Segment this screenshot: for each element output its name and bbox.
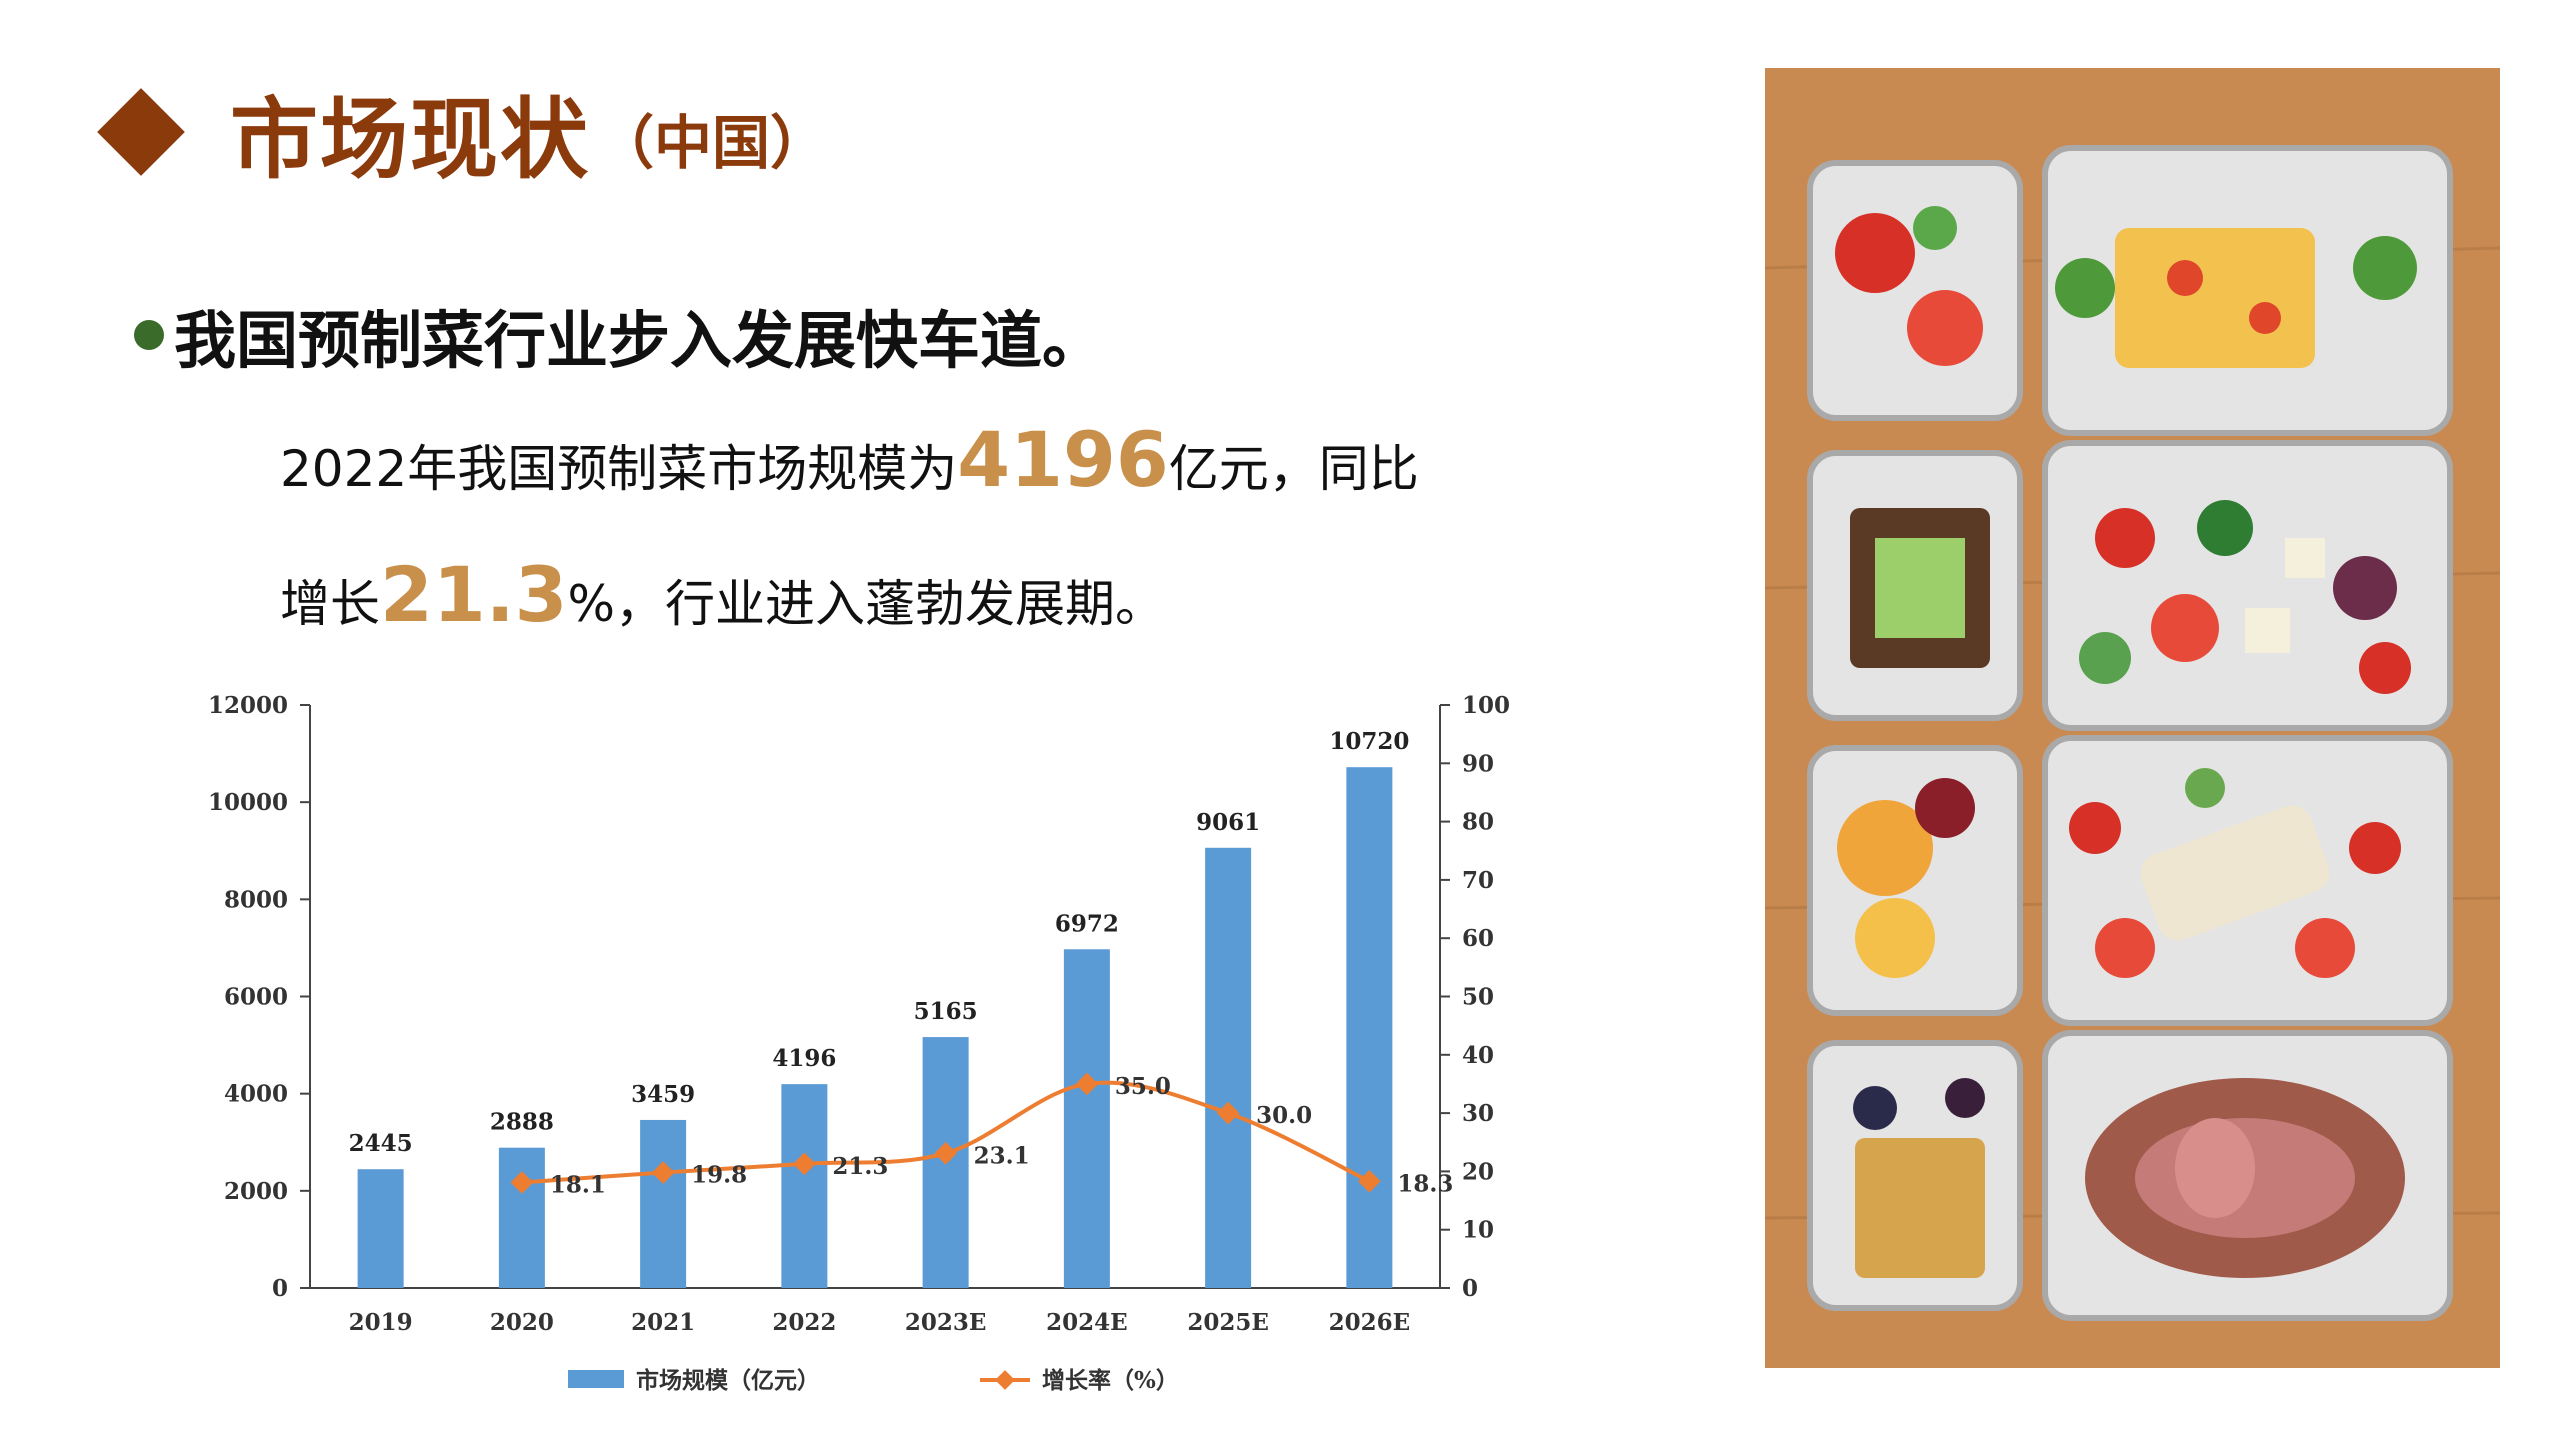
- line-value-label: 35.0: [1115, 1073, 1171, 1100]
- legend-bar-swatch: [568, 1370, 624, 1388]
- y-tick-label: 10000: [208, 789, 288, 816]
- para2-pre: 增长: [280, 575, 380, 633]
- legend-bar-label: 市场规模（亿元）: [636, 1367, 820, 1394]
- bar-value-label: 6972: [1055, 910, 1119, 937]
- line-point: [510, 1171, 534, 1194]
- y2-tick-label: 100: [1462, 692, 1510, 719]
- line-point: [1075, 1072, 1099, 1096]
- x-tick-label: 2023E: [905, 1309, 987, 1336]
- bullet-text: 我国预制菜行业步入发展快车道。: [174, 304, 1105, 377]
- para2-highlight: 21.3: [380, 550, 568, 639]
- slide-title: 市场现状 （中国）: [97, 82, 829, 191]
- bullet-dot-icon: [134, 320, 164, 350]
- y-tick-label: 0: [272, 1275, 288, 1302]
- para2-post: %，行业进入蓬勃发展期。: [567, 575, 1166, 633]
- bar-value-label: 2888: [490, 1109, 554, 1136]
- bar-value-label: 9061: [1196, 809, 1260, 836]
- food-containers-photo: [1765, 68, 2500, 1368]
- y2-tick-label: 10: [1462, 1217, 1494, 1244]
- bar-value-label: 2445: [349, 1130, 413, 1157]
- para1-highlight: 4196: [957, 415, 1169, 504]
- legend-line-marker: [995, 1370, 1015, 1390]
- para1-pre: 2022年我国预制菜市场规模为: [280, 440, 958, 498]
- bar: [498, 1147, 545, 1288]
- x-tick-label: 2022: [772, 1309, 836, 1336]
- title-suffix: （中国）: [596, 109, 829, 177]
- bar: [640, 1119, 687, 1288]
- line-value-label: 30.0: [1256, 1102, 1312, 1129]
- y-tick-label: 12000: [208, 692, 288, 719]
- bar: [357, 1169, 404, 1288]
- y-tick-label: 4000: [224, 1081, 288, 1108]
- y2-tick-label: 40: [1462, 1042, 1494, 1069]
- para1-post: 亿元，同比: [1168, 440, 1419, 498]
- bar: [1346, 767, 1393, 1288]
- bar: [1205, 847, 1252, 1288]
- x-tick-label: 2026E: [1329, 1309, 1411, 1336]
- line-value-label: 21.3: [832, 1153, 888, 1180]
- y-tick-label: 8000: [224, 886, 288, 913]
- y2-tick-label: 20: [1462, 1158, 1494, 1185]
- title-text: 市场现状: [230, 87, 591, 191]
- paragraph-line-1: 2022年我国预制菜市场规模为4196亿元，同比: [280, 415, 1419, 504]
- x-tick-label: 2021: [631, 1309, 695, 1336]
- legend-line-label: 增长率（%）: [1042, 1367, 1179, 1394]
- x-tick-label: 2025E: [1187, 1309, 1269, 1336]
- y2-tick-label: 70: [1462, 867, 1494, 894]
- bar-value-label: 5165: [914, 998, 978, 1025]
- y2-tick-label: 80: [1462, 809, 1494, 836]
- bar: [1063, 949, 1110, 1288]
- line-value-label: 18.3: [1397, 1170, 1453, 1197]
- y-tick-label: 6000: [224, 984, 288, 1011]
- y2-tick-label: 50: [1462, 984, 1494, 1011]
- line-value-label: 18.1: [550, 1171, 606, 1198]
- bar-value-label: 10720: [1329, 728, 1409, 755]
- x-tick-label: 2019: [349, 1309, 413, 1336]
- bar-value-label: 3459: [631, 1081, 695, 1108]
- diamond-icon: [97, 88, 185, 176]
- bar: [781, 1084, 828, 1288]
- y2-tick-label: 30: [1462, 1100, 1494, 1127]
- x-tick-label: 2024E: [1046, 1309, 1128, 1336]
- y-tick-label: 2000: [224, 1178, 288, 1205]
- bullet-point: 我国预制菜行业步入发展快车道。: [134, 290, 1104, 380]
- y2-tick-label: 90: [1462, 750, 1494, 777]
- bar-value-label: 4196: [772, 1045, 836, 1072]
- market-chart: 0 2000 4000 6000 8000 10000 12000 0 10 20 30 40 50 60…: [208, 692, 1510, 1394]
- x-tick-label: 2020: [490, 1309, 554, 1336]
- paragraph-line-2: 增长21.3%，行业进入蓬勃发展期。: [280, 550, 1165, 639]
- y2-tick-label: 0: [1462, 1275, 1478, 1302]
- line-value-label: 23.1: [974, 1142, 1030, 1169]
- line-value-label: 19.8: [691, 1162, 747, 1189]
- y2-tick-label: 60: [1462, 925, 1494, 952]
